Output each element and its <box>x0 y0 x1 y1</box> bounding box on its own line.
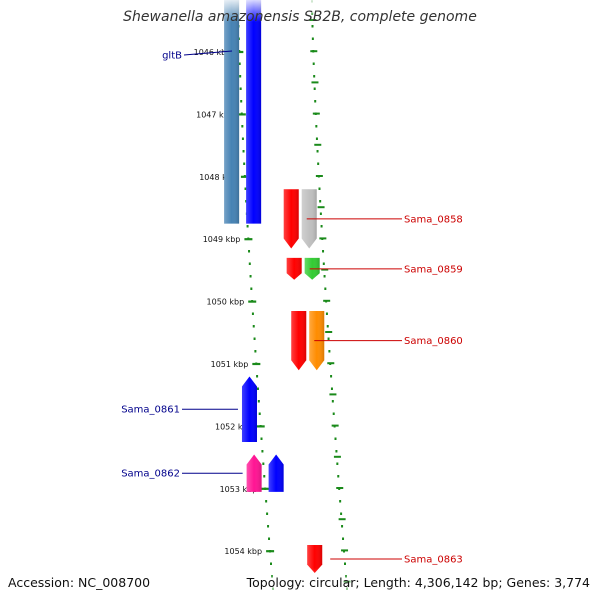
gene-shading <box>291 310 307 371</box>
tick-label: 1047 kbp <box>196 110 234 119</box>
tick-label: 1054 kbp <box>224 547 262 556</box>
label-layer: gltB Sama_0858 Sama_0859 Sama_0860 Sama_0861… <box>121 51 463 566</box>
gene-shading <box>241 376 257 442</box>
gene-label[interactable]: Sama_0861 <box>121 405 180 416</box>
tick-label: 1051 kbp <box>211 360 249 369</box>
accession-text: Accession: NC_008700 <box>8 575 151 590</box>
gene-label-leader <box>183 50 233 56</box>
gene-shading <box>307 544 323 574</box>
tick-label: 1052 kbp <box>215 422 253 431</box>
gene-shading <box>283 189 299 249</box>
gene-shading <box>246 454 262 492</box>
tick-label: 1053 kbp <box>220 485 258 494</box>
tick-label: 1050 kbp <box>207 298 245 307</box>
genome-title: Shewanella amazonensis SB2B, complete ge… <box>123 9 477 25</box>
gene-label[interactable]: Sama_0859 <box>404 264 463 275</box>
gene-shading <box>286 257 302 280</box>
gene-shading <box>246 0 262 224</box>
bottom-fade <box>220 568 370 600</box>
gene-shading <box>224 0 240 224</box>
tick-label: 1048 kbp <box>199 173 237 182</box>
top-fade <box>220 0 370 22</box>
gene-label[interactable]: Sama_0858 <box>404 214 463 225</box>
tick-label: 1049 kbp <box>203 235 241 244</box>
gene-label[interactable]: Sama_0860 <box>404 336 463 347</box>
gene-label[interactable]: gltB <box>162 51 182 62</box>
gene-label[interactable]: Sama_0862 <box>121 469 180 480</box>
topology-text: Topology: circular; Length: 4,306,142 bp… <box>246 575 590 590</box>
gene-label[interactable]: Sama_0863 <box>404 555 463 566</box>
gene-shading <box>268 454 284 492</box>
